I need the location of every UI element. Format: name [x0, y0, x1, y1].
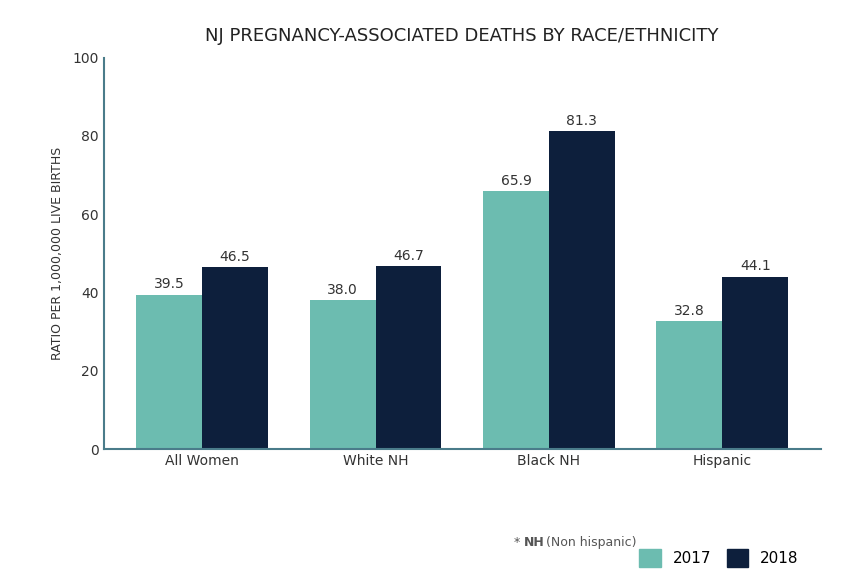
Text: 38.0: 38.0	[327, 283, 358, 297]
Text: 65.9: 65.9	[500, 174, 531, 188]
Text: *: *	[514, 536, 524, 549]
Text: NH: NH	[524, 536, 544, 549]
Text: 39.5: 39.5	[154, 278, 185, 291]
Text: 81.3: 81.3	[567, 113, 597, 128]
Bar	[549, 131, 615, 449]
Text: (Non hispanic): (Non hispanic)	[542, 536, 636, 549]
Bar	[202, 267, 268, 449]
Bar	[376, 266, 442, 449]
Bar	[309, 301, 376, 449]
Text: 32.8: 32.8	[674, 304, 705, 318]
Y-axis label: RATIO PER 1,000,000 LIVE BIRTHS: RATIO PER 1,000,000 LIVE BIRTHS	[51, 147, 64, 360]
Text: 46.7: 46.7	[393, 249, 424, 263]
Bar	[137, 294, 202, 449]
Bar	[483, 191, 549, 449]
Text: 44.1: 44.1	[740, 259, 771, 274]
Title: NJ PREGNANCY-ASSOCIATED DEATHS BY RACE/ETHNICITY: NJ PREGNANCY-ASSOCIATED DEATHS BY RACE/E…	[206, 27, 719, 45]
Bar	[657, 321, 722, 449]
Bar	[722, 276, 788, 449]
Legend: 2017, 2018: 2017, 2018	[639, 550, 799, 567]
Text: 46.5: 46.5	[219, 250, 251, 264]
